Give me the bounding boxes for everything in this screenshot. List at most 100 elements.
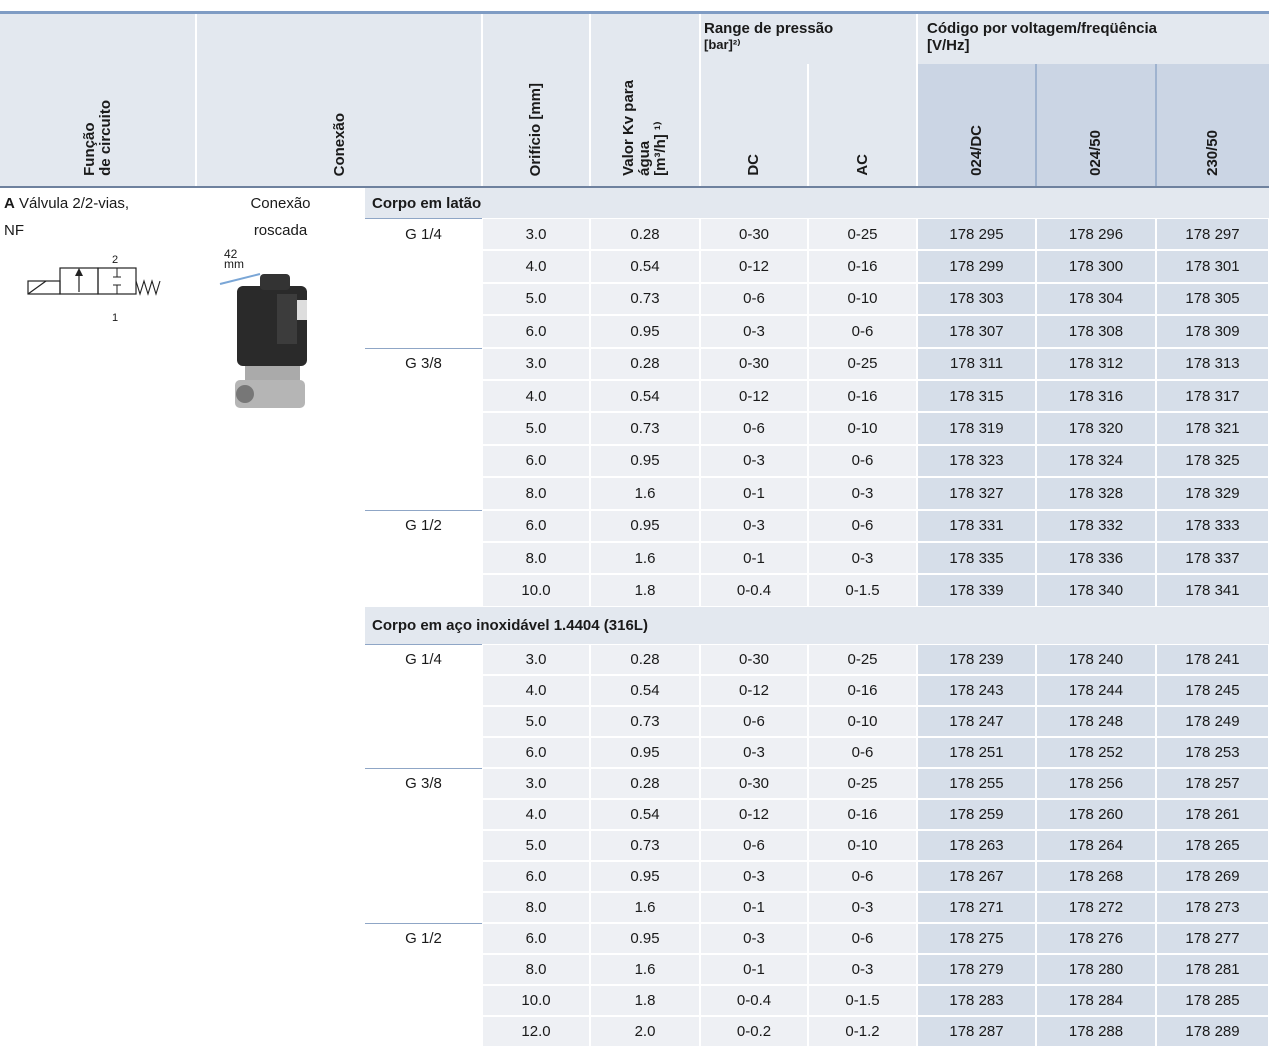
value-cell: 0.54	[591, 381, 699, 411]
value-cell: 0-25	[809, 219, 916, 249]
value-cell: 0-10	[809, 284, 916, 314]
conexao-header-text: Conexão	[332, 113, 348, 176]
value-cell: 0.95	[591, 446, 699, 476]
code-cell: 178 280	[1037, 955, 1155, 984]
product-line1: A Válvula 2/2-vias,	[4, 195, 129, 212]
valve-photo	[215, 270, 325, 420]
header-line: de circuito	[98, 100, 114, 176]
header-line: 024/50	[1088, 130, 1104, 176]
value-cell: 4.0	[483, 800, 589, 829]
code-cell: 178 249	[1157, 707, 1268, 736]
value-cell: 0.28	[591, 349, 699, 379]
value-cell: 0-3	[701, 446, 807, 476]
ac-header-text: AC	[855, 154, 871, 176]
value-cell: 4.0	[483, 381, 589, 411]
value-cell: 6.0	[483, 316, 589, 346]
codigo-header: [V/Hz]	[927, 37, 970, 54]
code-cell: 178 339	[918, 575, 1035, 605]
code-cell: 178 296	[1037, 219, 1155, 249]
orificio-header-text: Orifício [mm]	[528, 83, 544, 176]
code-cell: 178 341	[1157, 575, 1268, 605]
value-cell: 0-30	[701, 349, 807, 379]
value-cell: 0-6	[701, 413, 807, 443]
kv-header-text: Valor Kv paraágua[m³/h] ¹⁾	[621, 80, 669, 176]
value-cell: 12.0	[483, 1017, 589, 1046]
value-cell: 3.0	[483, 769, 589, 798]
value-cell: 5.0	[483, 413, 589, 443]
header-line: Conexão	[332, 113, 348, 176]
code-cell: 178 299	[918, 251, 1035, 281]
code-cell: 178 267	[918, 862, 1035, 891]
value-cell: 3.0	[483, 645, 589, 674]
section-title: Corpo em latão	[372, 188, 481, 218]
funcao-header-text: Funçãode circuito	[82, 100, 114, 176]
section-bg	[365, 188, 1269, 218]
section-title: Corpo em aço inoxidável 1.4404 (316L)	[372, 607, 648, 644]
value-cell: 0-1	[701, 893, 807, 922]
value-cell: 0-6	[809, 316, 916, 346]
code-cell: 178 332	[1037, 511, 1155, 541]
code-cell: 178 247	[918, 707, 1035, 736]
code-cell: 178 257	[1157, 769, 1268, 798]
value-cell: 4.0	[483, 251, 589, 281]
voltage-header-text: 024/50	[1088, 130, 1104, 176]
code-cell: 178 336	[1037, 543, 1155, 573]
code-cell: 178 271	[918, 893, 1035, 922]
value-cell: 0.28	[591, 219, 699, 249]
value-cell: 0.73	[591, 831, 699, 860]
value-cell: 0-6	[809, 738, 916, 767]
value-cell: 6.0	[483, 924, 589, 953]
code-cell: 178 335	[918, 543, 1035, 573]
value-cell: 6.0	[483, 738, 589, 767]
range-header: Range de pressão	[704, 20, 833, 37]
value-cell: 0-0.2	[701, 1017, 807, 1046]
port-label: G 1/4	[365, 644, 482, 675]
value-cell: 2.0	[591, 1017, 699, 1046]
value-cell: 0.95	[591, 738, 699, 767]
code-cell: 178 253	[1157, 738, 1268, 767]
voltage-header-text: 024/DC	[969, 125, 985, 176]
value-cell: 0-0.4	[701, 986, 807, 1015]
port-label: 2	[112, 254, 118, 266]
header-line: Valor Kv para	[621, 80, 637, 176]
value-cell: 10.0	[483, 575, 589, 605]
value-cell: 1.8	[591, 986, 699, 1015]
valve-symbol	[14, 250, 184, 330]
value-cell: 0-3	[701, 738, 807, 767]
code-cell: 178 273	[1157, 893, 1268, 922]
value-cell: 0-6	[701, 284, 807, 314]
code-cell: 178 260	[1037, 800, 1155, 829]
value-cell: 6.0	[483, 446, 589, 476]
value-cell: 0-1	[701, 955, 807, 984]
dc-header: DC	[700, 54, 808, 176]
value-cell: 1.6	[591, 543, 699, 573]
code-cell: 178 304	[1037, 284, 1155, 314]
code-cell: 178 305	[1157, 284, 1268, 314]
code-cell: 178 284	[1037, 986, 1155, 1015]
value-cell: 0-16	[809, 251, 916, 281]
value-cell: 0-3	[809, 893, 916, 922]
value-cell: 0.95	[591, 316, 699, 346]
code-cell: 178 263	[918, 831, 1035, 860]
value-cell: 0-10	[809, 707, 916, 736]
code-cell: 178 321	[1157, 413, 1268, 443]
value-cell: 0-25	[809, 769, 916, 798]
code-cell: 178 248	[1037, 707, 1155, 736]
code-cell: 178 307	[918, 316, 1035, 346]
value-cell: 1.6	[591, 955, 699, 984]
code-cell: 178 240	[1037, 645, 1155, 674]
value-cell: 0.73	[591, 707, 699, 736]
code-cell: 178 285	[1157, 986, 1268, 1015]
value-cell: 0-6	[809, 446, 916, 476]
value-cell: 8.0	[483, 478, 589, 508]
code-cell: 178 289	[1157, 1017, 1268, 1046]
value-cell: 0-30	[701, 645, 807, 674]
value-cell: 5.0	[483, 284, 589, 314]
value-cell: 3.0	[483, 349, 589, 379]
value-cell: 4.0	[483, 676, 589, 705]
value-cell: 3.0	[483, 219, 589, 249]
code-cell: 178 301	[1157, 251, 1268, 281]
code-cell: 178 255	[918, 769, 1035, 798]
header-line: DC	[746, 154, 762, 176]
value-cell: 10.0	[483, 986, 589, 1015]
